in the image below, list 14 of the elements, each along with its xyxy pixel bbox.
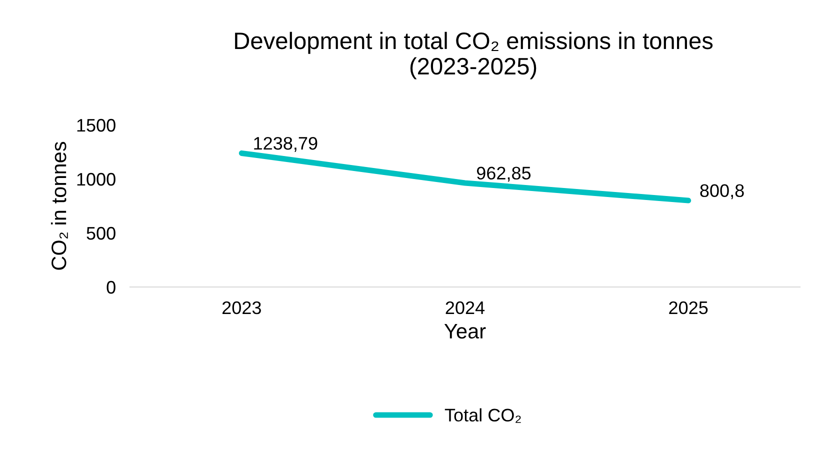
chart-title: Development in total CO₂ emissions in tonnes (2023-2025) (235, 32, 713, 80)
y-tick-label: 0 (106, 280, 116, 294)
data-label: 800,8 (700, 184, 744, 200)
x-tick-label: 2025 (669, 301, 708, 314)
x-tick-label: 2023 (222, 301, 261, 314)
y-tick-label: 1500 (77, 118, 116, 132)
data-label: 1238,79 (254, 136, 318, 152)
data-label: 962,85 (476, 166, 531, 182)
y-axis-title: CO₂ in tonnes (50, 142, 68, 270)
x-axis-title: Year (444, 324, 486, 339)
legend-label: Total CO₂ (444, 408, 521, 423)
y-tick-label: 500 (86, 226, 116, 240)
x-tick-label: 2024 (446, 301, 485, 314)
y-tick-label: 1000 (77, 172, 116, 186)
